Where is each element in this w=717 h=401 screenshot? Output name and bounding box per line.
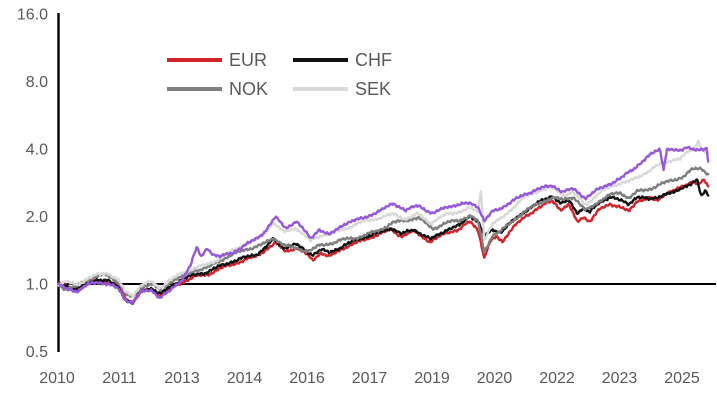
legend-swatch-chf [293, 58, 348, 62]
legend-item-eur: EUR [167, 51, 293, 69]
x-tick-label: 2013 [164, 370, 200, 387]
x-tick-label: 2023 [602, 370, 638, 387]
x-tick-label: 2016 [289, 370, 325, 387]
x-tick-label: 2025 [664, 370, 700, 387]
x-tick-label: 2014 [227, 370, 263, 387]
y-tick-label: 2.0 [26, 209, 48, 226]
legend-swatch-eur [167, 58, 222, 62]
y-tick-label: 16.0 [17, 7, 48, 24]
legend-item-sek: SEK [293, 80, 423, 98]
series-line-unlabeled-purple [57, 145, 710, 305]
legend-label: NOK [229, 79, 269, 99]
x-tick-label: 2010 [39, 370, 75, 387]
legend-label: CHF [355, 50, 392, 70]
y-tick-label: 1.0 [26, 277, 48, 294]
y-tick-label: 0.5 [26, 344, 48, 361]
legend-label: SEK [355, 79, 392, 99]
series-line-sek [57, 139, 710, 298]
legend-swatch-sek [293, 87, 348, 91]
legend-item-nok: NOK [167, 80, 293, 98]
x-tick-label: 2017 [352, 370, 388, 387]
legend-item-chf: CHF [293, 51, 423, 69]
chart-legend: EUR CHF NOK SEK [167, 51, 423, 98]
y-tick-label: 8.0 [26, 74, 48, 91]
legend-swatch-nok [167, 87, 222, 91]
y-tick-label: 4.0 [26, 142, 48, 159]
legend-label: EUR [229, 50, 268, 70]
x-tick-label: 2020 [477, 370, 513, 387]
x-tick-label: 2022 [539, 370, 575, 387]
x-tick-label: 2011 [102, 370, 137, 387]
x-tick-label: 2019 [414, 370, 450, 387]
